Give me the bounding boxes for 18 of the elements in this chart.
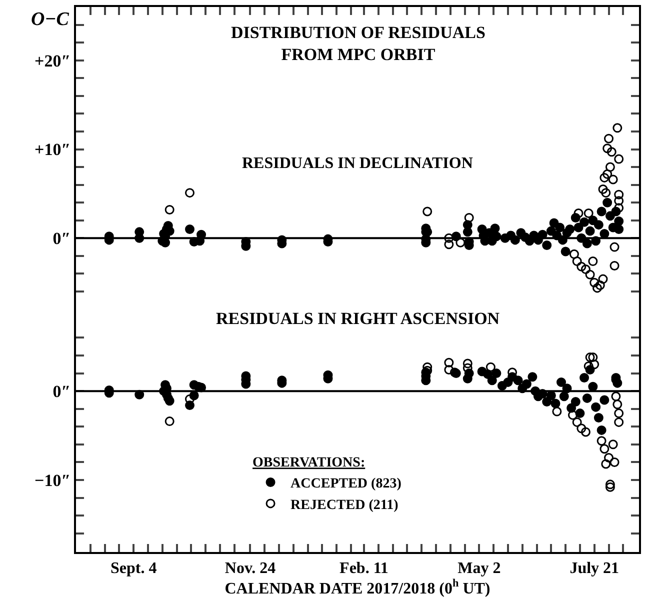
x-tick-label: Feb. 11 bbox=[340, 560, 388, 578]
x-tick-label: May 2 bbox=[458, 560, 501, 578]
chart-title: RESIDUALS IN RIGHT ASCENSION bbox=[216, 309, 500, 328]
x-tick-label: July 21 bbox=[570, 560, 620, 578]
x-tick-label: Nov. 24 bbox=[224, 560, 276, 578]
legend-label: ACCEPTED (823) bbox=[290, 476, 402, 492]
y-tick-label: 0″ bbox=[52, 229, 71, 248]
text: RESIDUALS IN DECLINATION bbox=[242, 155, 474, 172]
x-axis-title: CALENDAR DATE 2017/2018 (0$^{h}$ UT) bbox=[224, 578, 490, 598]
y-tick-label: +20″ bbox=[34, 51, 71, 70]
y-axis-title: O−C bbox=[31, 9, 70, 30]
legend-label: REJECTED (211) bbox=[290, 498, 399, 513]
y-tick-label: −10″ bbox=[34, 470, 71, 490]
x-tick-label: Sept. 4 bbox=[110, 560, 157, 578]
text: DISTRIBUTION OF RESIDUALS FROM MPC ORBIT bbox=[231, 23, 486, 64]
legend-title: OBSERVATIONS: bbox=[252, 456, 366, 471]
y-tick-label: +10″ bbox=[34, 140, 71, 160]
y-tick-label: 0″ bbox=[52, 382, 71, 402]
